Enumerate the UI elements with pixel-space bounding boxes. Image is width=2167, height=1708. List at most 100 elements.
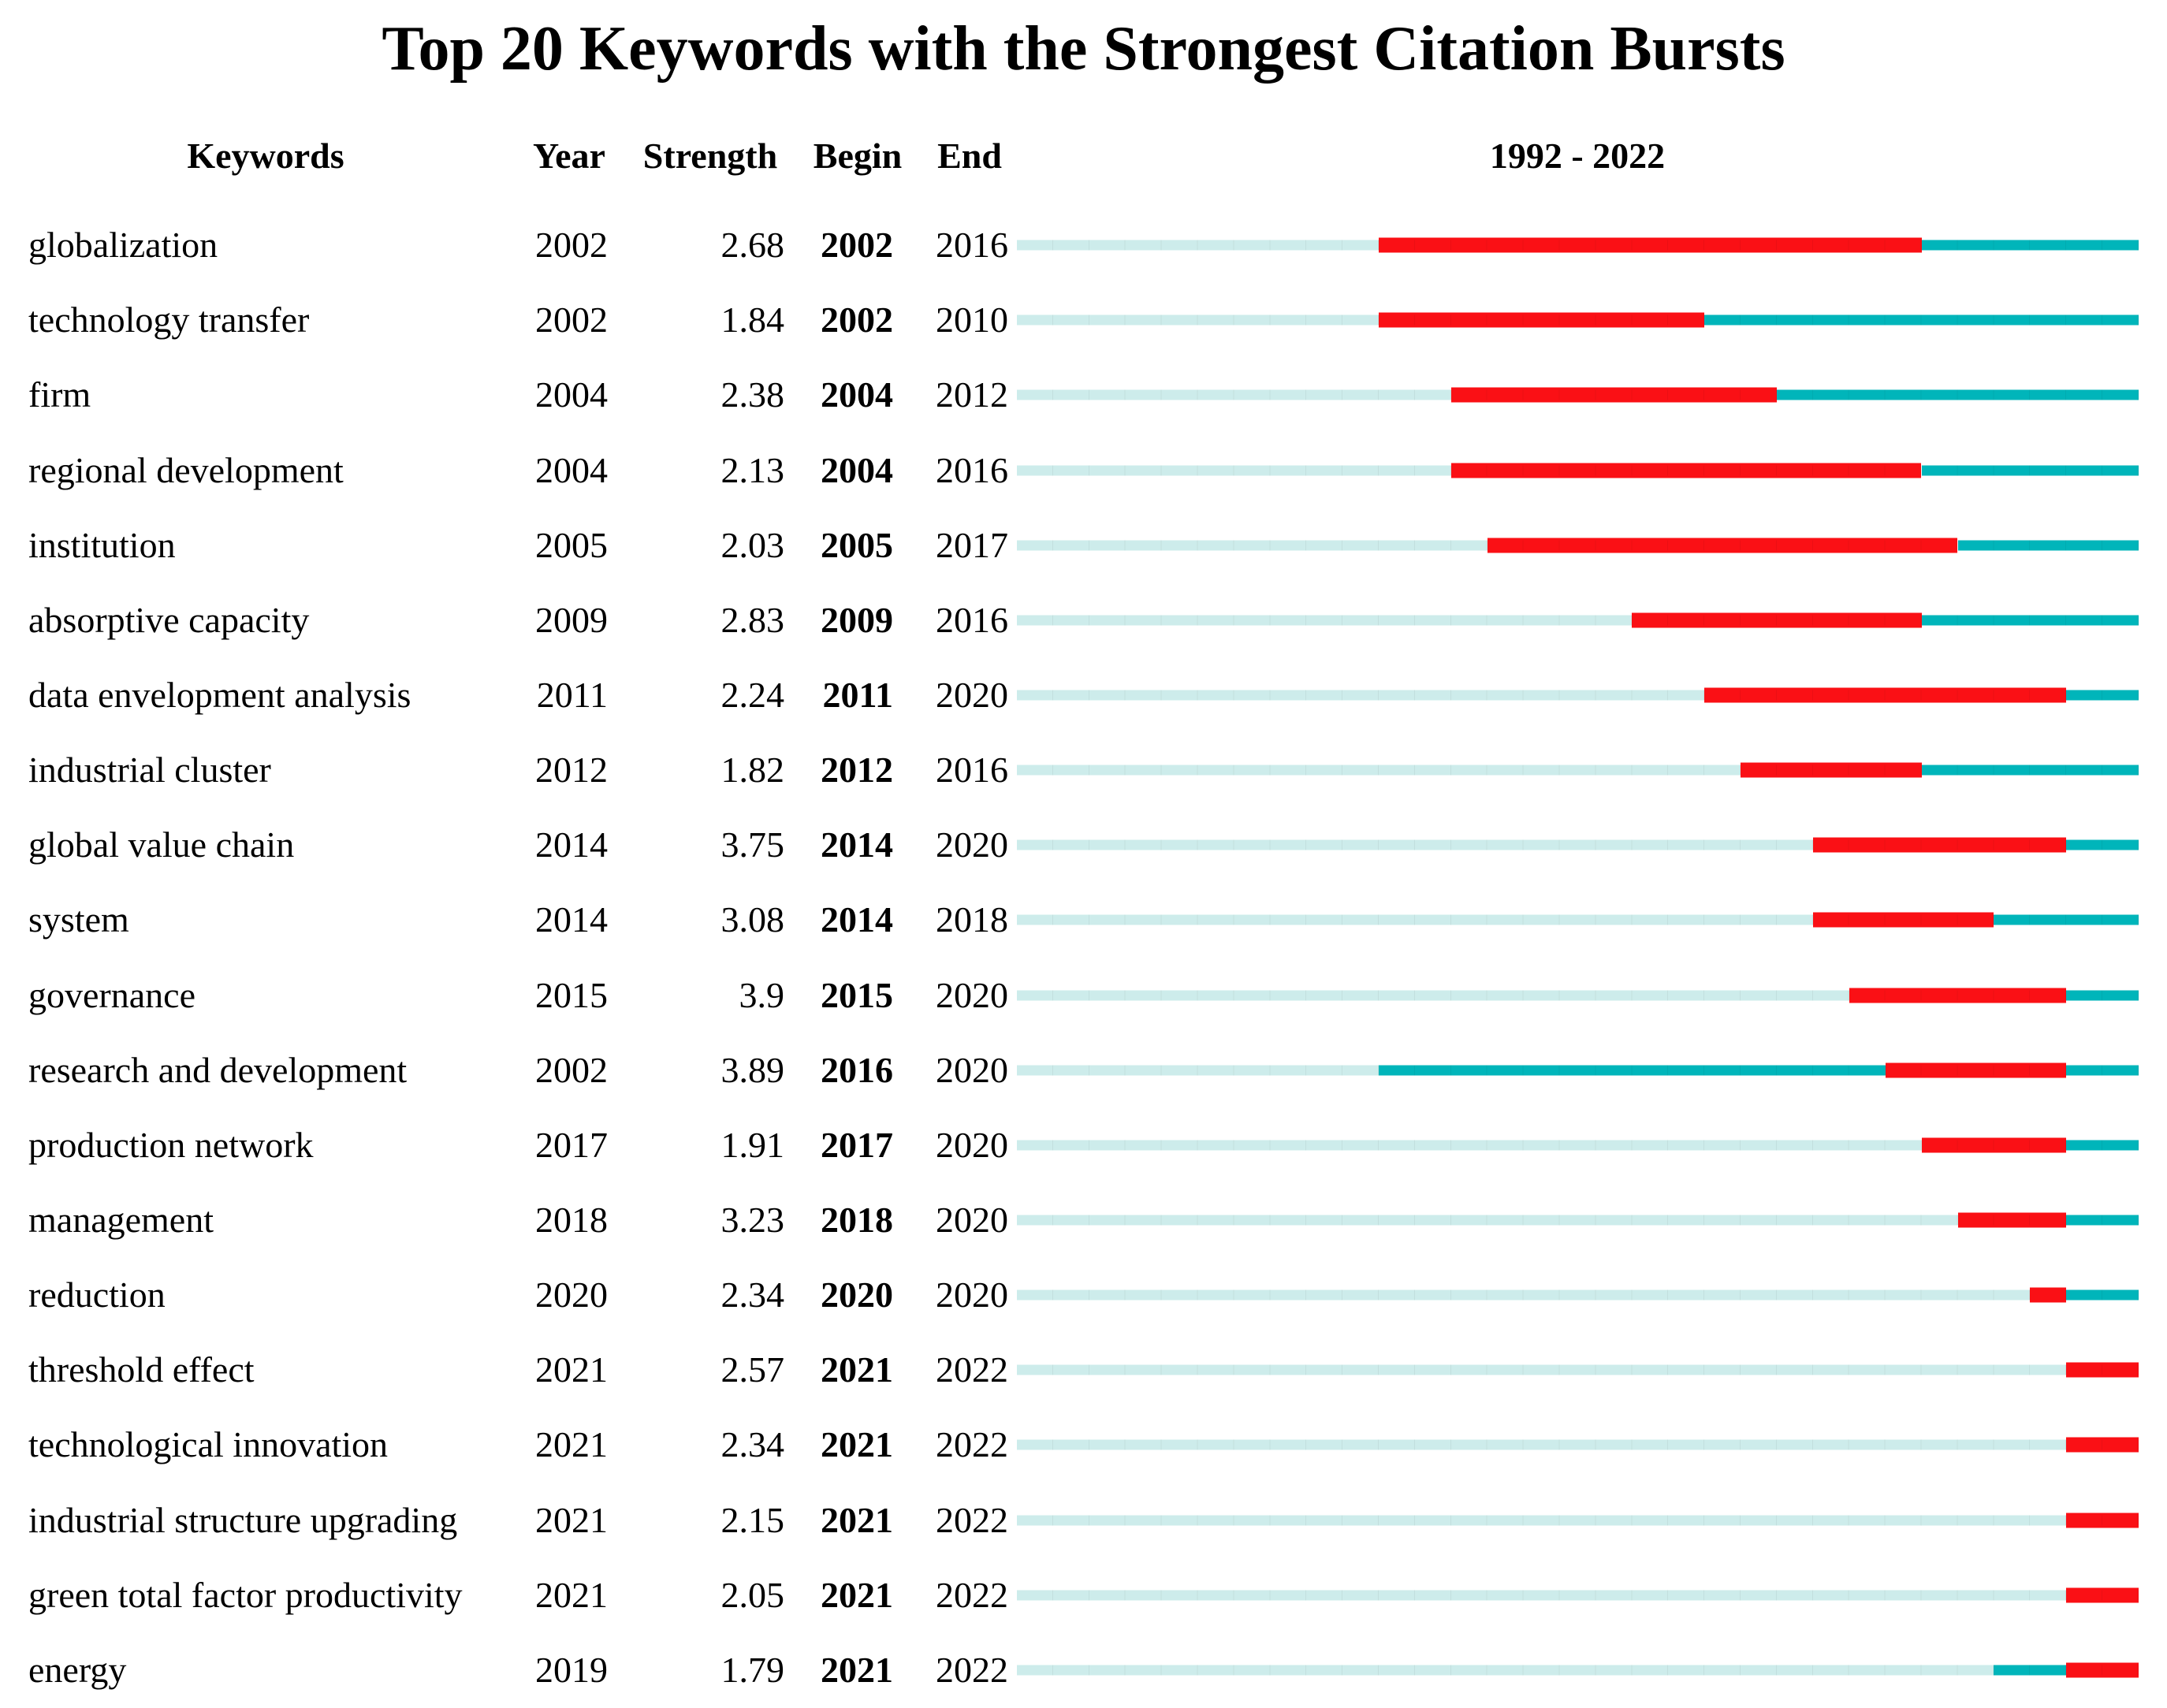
pre-appearance-segment — [1017, 314, 1379, 326]
begin-cell: 2002 — [821, 300, 893, 340]
table-row: technological innovation 2021 2.34 2021 … — [0, 1407, 2167, 1483]
burst-segment — [2066, 1362, 2139, 1378]
end-cell: 2020 — [936, 1049, 1008, 1090]
strength-cell: 1.91 — [720, 1124, 785, 1165]
pre-appearance-segment — [1017, 1515, 2067, 1526]
begin-cell: 2014 — [821, 824, 893, 865]
keyword-cell: institution — [28, 524, 176, 565]
keyword-cell: production network — [28, 1124, 314, 1165]
table-row: green total factor productivity 2021 2.0… — [0, 1557, 2167, 1633]
end-cell: 2018 — [936, 899, 1008, 940]
begin-cell: 2009 — [821, 599, 893, 640]
pre-appearance-segment — [1017, 1065, 1379, 1076]
burst-segment — [2066, 1437, 2139, 1453]
end-cell: 2022 — [936, 1499, 1008, 1540]
timeline-bar — [1017, 207, 2139, 283]
year-cell: 2021 — [535, 1574, 608, 1615]
table-row: absorptive capacity 2009 2.83 2009 2016 — [0, 582, 2167, 658]
begin-cell: 2012 — [821, 750, 893, 791]
keyword-cell: technological innovation — [28, 1424, 389, 1465]
keyword-cell: system — [28, 899, 129, 940]
keyword-cell: green total factor productivity — [28, 1574, 463, 1615]
col-header-begin: Begin — [813, 136, 903, 176]
year-cell: 2012 — [535, 750, 608, 791]
table-row: global value chain 2014 3.75 2014 2020 — [0, 807, 2167, 883]
post-burst-segment — [1957, 540, 2139, 551]
table-row: threshold effect 2021 2.57 2021 2022 — [0, 1332, 2167, 1408]
pre-appearance-segment — [1017, 1665, 1994, 1676]
end-cell: 2016 — [936, 750, 1008, 791]
burst-segment — [2066, 1587, 2139, 1603]
strength-cell: 2.57 — [720, 1349, 785, 1390]
strength-cell: 2.34 — [720, 1424, 785, 1465]
pre-appearance-segment — [1017, 540, 1487, 551]
table-row: reduction 2020 2.34 2020 2020 — [0, 1257, 2167, 1333]
timeline-bar — [1017, 1182, 2139, 1258]
begin-cell: 2002 — [821, 225, 893, 265]
table-row: system 2014 3.08 2014 2018 — [0, 882, 2167, 958]
table-row: governance 2015 3.9 2015 2020 — [0, 958, 2167, 1033]
year-cell: 2021 — [535, 1499, 608, 1540]
end-cell: 2016 — [936, 225, 1008, 265]
begin-cell: 2021 — [821, 1649, 893, 1690]
keyword-cell: management — [28, 1200, 214, 1240]
table-row: industrial cluster 2012 1.82 2012 2016 — [0, 732, 2167, 808]
keyword-cell: governance — [28, 974, 195, 1015]
year-cell: 2005 — [535, 524, 608, 565]
end-cell: 2022 — [936, 1424, 1008, 1465]
strength-cell: 2.68 — [720, 225, 785, 265]
table-row: globalization 2002 2.68 2002 2016 — [0, 207, 2167, 283]
begin-cell: 2004 — [821, 449, 893, 490]
begin-cell: 2021 — [821, 1424, 893, 1465]
pre-appearance-segment — [1017, 1590, 2067, 1601]
strength-cell: 3.89 — [720, 1049, 785, 1090]
year-cell: 2014 — [535, 899, 608, 940]
timeline-bar — [1017, 1332, 2139, 1408]
keyword-cell: global value chain — [28, 824, 295, 865]
strength-cell: 1.84 — [720, 300, 785, 340]
burst-segment — [1849, 988, 2067, 1003]
end-cell: 2020 — [936, 974, 1008, 1015]
timeline-bar — [1017, 882, 2139, 958]
timeline-bar — [1017, 807, 2139, 883]
burst-segment — [2066, 1513, 2139, 1528]
keyword-cell: industrial cluster — [28, 750, 271, 791]
burst-segment — [1379, 312, 1705, 328]
end-cell: 2016 — [936, 599, 1008, 640]
timeline-bar — [1017, 433, 2139, 508]
burst-segment — [1812, 912, 1994, 928]
post-burst-segment — [1921, 765, 2139, 776]
timeline-bar — [1017, 732, 2139, 808]
burst-segment — [1450, 463, 1922, 478]
end-cell: 2020 — [936, 674, 1008, 715]
col-header-end: End — [937, 136, 1002, 176]
burst-segment — [1487, 538, 1958, 553]
strength-cell: 2.13 — [720, 449, 785, 490]
burst-segment — [1450, 387, 1777, 403]
year-cell: 2021 — [535, 1424, 608, 1465]
table-row: production network 2017 1.91 2017 2020 — [0, 1107, 2167, 1183]
keyword-cell: threshold effect — [28, 1349, 255, 1390]
timeline-bar — [1017, 1557, 2139, 1633]
timeline-bar — [1017, 282, 2139, 358]
year-cell: 2009 — [535, 599, 608, 640]
post-burst-segment — [1921, 615, 2139, 626]
post-burst-segment — [2066, 1215, 2139, 1226]
keyword-cell: data envelopment analysis — [28, 674, 411, 715]
pre-appearance-segment — [1017, 1140, 1922, 1151]
pre-appearance-segment — [1017, 1215, 1958, 1226]
burst-segment — [1741, 762, 1922, 778]
end-cell: 2016 — [936, 449, 1008, 490]
col-header-strength: Strength — [642, 136, 778, 176]
strength-cell: 1.79 — [720, 1649, 785, 1690]
end-cell: 2020 — [936, 824, 1008, 865]
pre-appearance-segment — [1017, 389, 1451, 400]
year-cell: 2002 — [535, 225, 608, 265]
chart-title: Top 20 Keywords with the Strongest Citat… — [382, 14, 1785, 84]
col-header-keywords: Keywords — [187, 136, 344, 176]
year-cell: 2004 — [535, 449, 608, 490]
year-cell: 2002 — [535, 300, 608, 340]
timeline-bar — [1017, 357, 2139, 433]
end-cell: 2020 — [936, 1124, 1008, 1165]
year-cell: 2019 — [535, 1649, 608, 1690]
